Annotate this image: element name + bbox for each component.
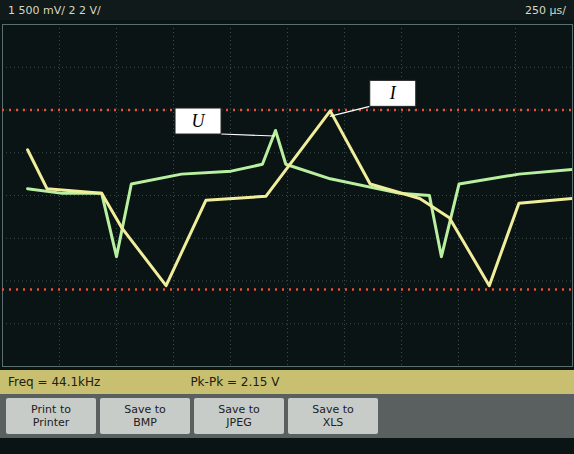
html-text:Freq = 44.1kHz: Freq = 44.1kHz xyxy=(8,375,101,389)
html-text:XLS: XLS xyxy=(322,416,344,429)
svg-text:U: U xyxy=(192,111,206,131)
html-text:Pk-Pk = 2.15 V: Pk-Pk = 2.15 V xyxy=(190,375,280,389)
html-text:Save to: Save to xyxy=(124,403,166,416)
html-text:Printer: Printer xyxy=(32,416,70,429)
html-text:1 500 mV/ 2 2 V/: 1 500 mV/ 2 2 V/ xyxy=(8,3,101,17)
html-text:Print to: Print to xyxy=(31,403,71,416)
svg-text:I: I xyxy=(389,83,397,103)
html-text:BMP: BMP xyxy=(133,416,157,429)
html-text:JPEG: JPEG xyxy=(226,416,252,429)
html-text:Save to: Save to xyxy=(218,403,260,416)
html-text:250 µs/: 250 µs/ xyxy=(525,3,566,17)
html-text:Save to: Save to xyxy=(312,403,354,416)
